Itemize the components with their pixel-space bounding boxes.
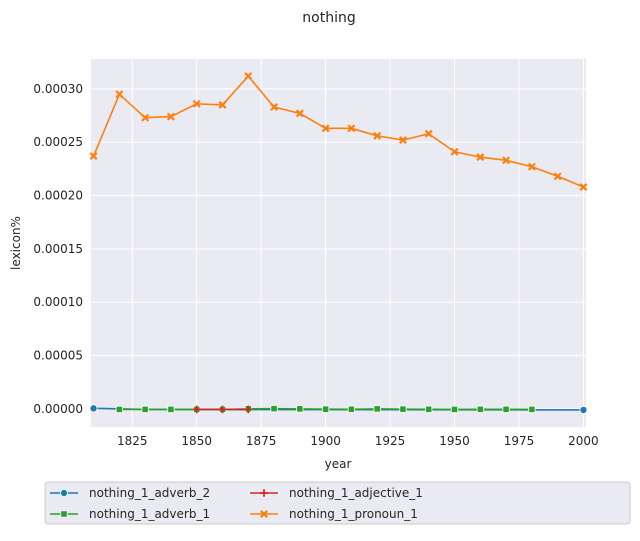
- data-point: [450, 405, 459, 414]
- data-point: [321, 124, 330, 133]
- series-line: [92, 74, 584, 188]
- data-point: [270, 103, 279, 111]
- data-point: [218, 405, 227, 414]
- series-layer: [89, 72, 588, 414]
- data-point: [424, 129, 433, 138]
- data-point: [398, 136, 407, 145]
- data-point: [476, 153, 485, 162]
- data-point: [502, 405, 510, 413]
- y-tick-label: 0.00005: [33, 349, 83, 363]
- data-point: [270, 405, 278, 413]
- data-point: [166, 112, 175, 121]
- legend-entry: nothing_1_pronoun_1: [250, 507, 418, 521]
- legend-label: nothing_1_pronoun_1: [289, 507, 418, 521]
- legend-marker: [60, 510, 68, 518]
- data-point: [373, 405, 381, 413]
- legend-frame: [44, 481, 631, 525]
- data-point: [192, 99, 201, 108]
- legend-marker: [60, 488, 69, 497]
- legend-marker: [260, 489, 268, 497]
- y-axis-label: lexicon%: [9, 216, 23, 270]
- x-tick-label: 1900: [310, 434, 341, 448]
- data-point: [399, 405, 407, 413]
- x-tick-label: 1850: [181, 434, 212, 448]
- data-point: [89, 152, 98, 161]
- x-tick-label: 1875: [246, 434, 277, 448]
- data-point: [167, 405, 175, 414]
- y-tick-label: 0.00020: [33, 189, 83, 203]
- data-point: [527, 162, 536, 171]
- legend-label: nothing_1_adverb_1: [89, 507, 210, 521]
- data-point: [347, 124, 356, 133]
- legend-label: nothing_1_adverb_2: [89, 486, 210, 500]
- data-point: [192, 405, 201, 414]
- x-tick-label: 2000: [568, 434, 599, 448]
- x-tick-label: 1975: [504, 434, 535, 448]
- legend-entry: nothing_1_adverb_1: [50, 507, 210, 521]
- series-nothing_1_adjective_1: [192, 405, 253, 414]
- y-tick-label: 0.00000: [33, 402, 83, 416]
- data-point: [141, 405, 149, 414]
- data-point: [295, 109, 304, 118]
- data-point: [115, 405, 123, 414]
- legend: nothing_1_adverb_2 nothing_1_adverb_1 noth…: [44, 481, 631, 525]
- data-point: [425, 405, 433, 413]
- legend-label: nothing_1_adjective_1: [289, 486, 423, 500]
- data-point: [553, 172, 562, 181]
- legend-entry: nothing_1_adverb_2: [50, 486, 210, 500]
- data-point: [502, 156, 511, 165]
- y-tick-label: 0.00025: [33, 135, 83, 149]
- data-point: [347, 405, 355, 413]
- data-point: [244, 405, 253, 414]
- data-point: [115, 90, 124, 99]
- data-point: [450, 147, 459, 156]
- y-tick-label: 0.00015: [33, 242, 83, 256]
- x-tick-labels: 1825 1850 1875 1900 1925 1950 1975 2000: [117, 434, 599, 448]
- x-tick-label: 1825: [117, 434, 148, 448]
- y-tick-label: 0.00030: [33, 82, 83, 96]
- data-point: [476, 405, 484, 413]
- data-point: [579, 405, 588, 414]
- data-point: [373, 131, 382, 140]
- legend-marker: [260, 510, 268, 518]
- data-point: [322, 405, 330, 413]
- chart-title: nothing: [302, 10, 355, 26]
- y-tick-label: 0.00010: [33, 295, 83, 309]
- data-point: [244, 72, 253, 81]
- data-point: [141, 113, 150, 122]
- data-point: [528, 405, 536, 414]
- series-nothing_1_pronoun_1: [89, 72, 588, 191]
- x-tick-label: 1950: [439, 434, 470, 448]
- y-tick-labels: 0.00000 0.00005 0.00010 0.00015 0.00020 0.000…: [33, 82, 83, 416]
- x-axis-label: year: [325, 457, 352, 471]
- x-tick-label: 1925: [375, 434, 406, 448]
- data-point: [296, 405, 304, 413]
- plot-area: [91, 59, 586, 427]
- legend-entry: nothing_1_adjective_1: [250, 486, 423, 500]
- grid-lines: [91, 59, 586, 427]
- data-point: [579, 183, 588, 191]
- data-point: [89, 404, 98, 413]
- data-point: [218, 100, 227, 109]
